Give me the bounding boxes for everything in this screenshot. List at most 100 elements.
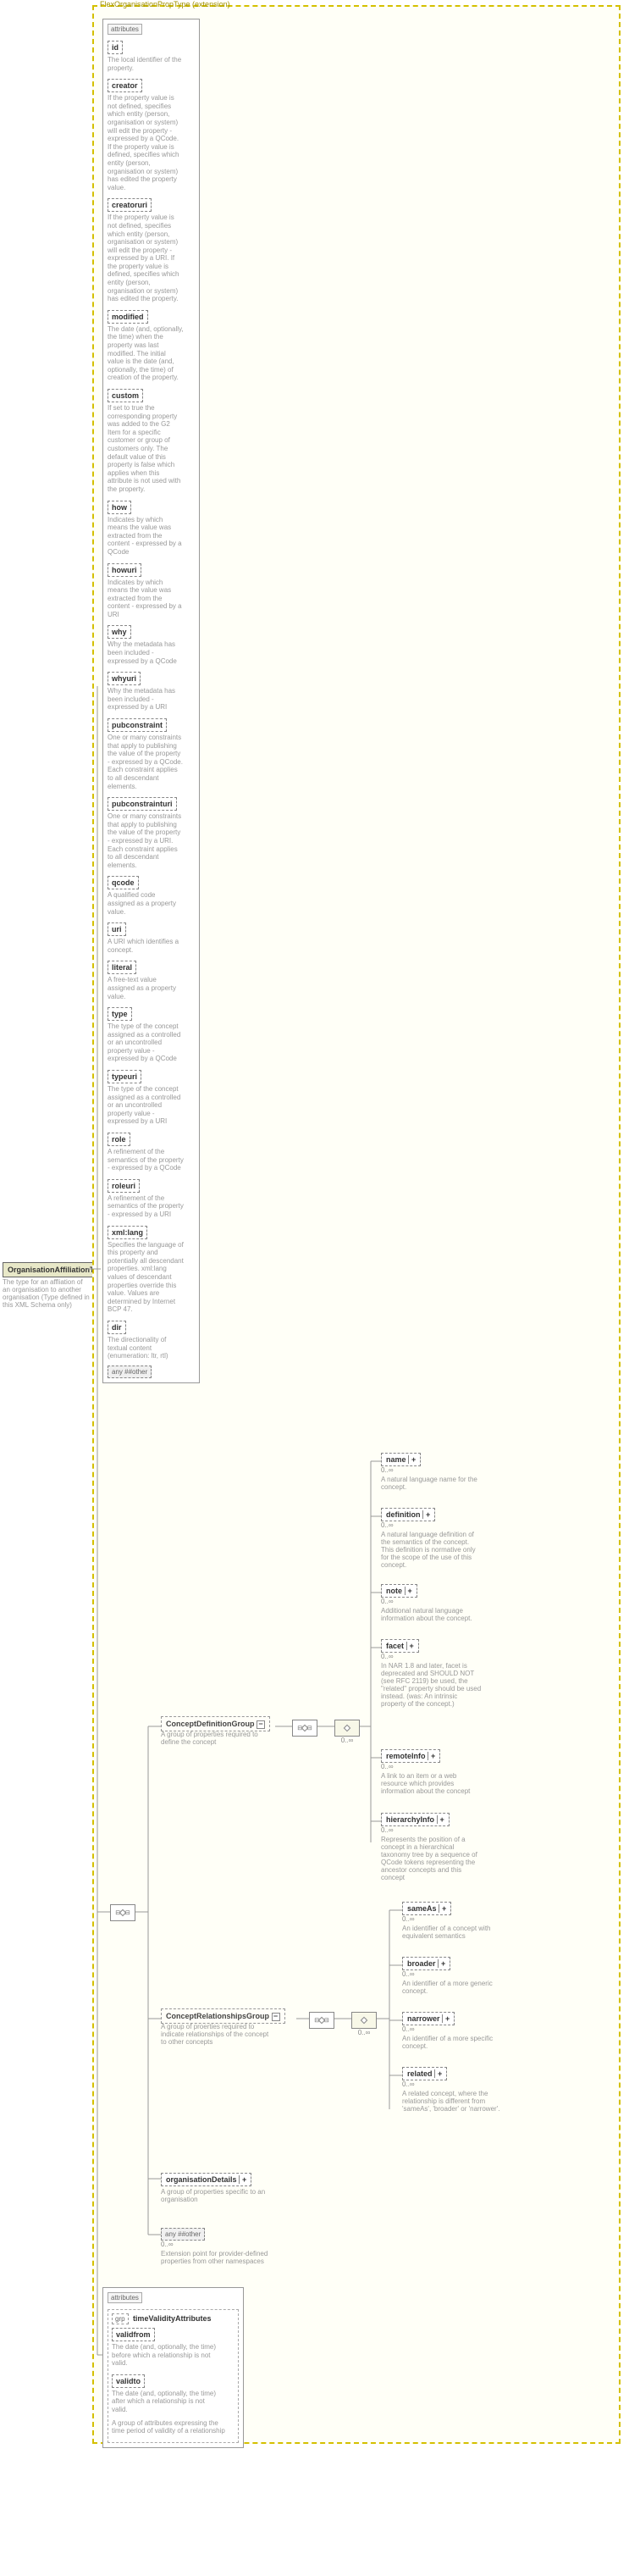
- attr-custom-desc: If set to true the corresponding propert…: [108, 404, 184, 494]
- org-desc: A group of properties specific to an org…: [161, 2188, 271, 2203]
- attr-typeuri: typeuri: [108, 1070, 141, 1083]
- attr-dir-desc: The directionality of textual content (e…: [108, 1336, 184, 1360]
- card: 0..∞: [381, 1521, 483, 1529]
- attr-why-desc: Why the metadata has been included - exp…: [108, 640, 184, 665]
- any-card: 0..∞: [161, 2241, 271, 2248]
- card: 0..∞: [402, 1915, 504, 1923]
- attr-typeuri-desc: The type of the concept assigned as a co…: [108, 1085, 184, 1126]
- crg-desc: A group of proerties required to indicat…: [161, 2023, 271, 2046]
- cdg-choice-icon: ⊞ 0..∞: [334, 1720, 360, 1744]
- element-sameAs: sameAs +: [402, 1902, 451, 1915]
- element-broader: broader +: [402, 1957, 450, 1970]
- element-narrower-desc: An identifier of a more specific concept…: [402, 2035, 504, 2050]
- card: 0..∞: [402, 1970, 504, 1978]
- cdg-desc: A group of properties required to define…: [161, 1731, 271, 1746]
- concept-definition-group: ConceptDefinitionGroup − A group of prop…: [161, 1720, 271, 1746]
- attr-xml:lang: xml:lang: [108, 1226, 147, 1239]
- attr-how: how: [108, 501, 131, 514]
- attr-validto: validto: [112, 2374, 145, 2388]
- attr-validfrom-desc: The date (and, optionally, the time) bef…: [112, 2343, 222, 2368]
- attr-roleuri-desc: A refinement of the semantics of the pro…: [108, 1194, 184, 1219]
- attr-howuri: howuri: [108, 563, 141, 577]
- sequence-icon: ⊟⊟⊟: [110, 1904, 135, 1921]
- any-element: any ##other 0..∞ Extension point for pro…: [161, 2228, 271, 2265]
- element-facet: facet +: [381, 1639, 419, 1653]
- card: 0..∞: [381, 1598, 483, 1605]
- element-narrower: narrower +: [402, 2012, 455, 2025]
- cdg-label: ConceptDefinitionGroup: [166, 1720, 255, 1728]
- attr-qcode: qcode: [108, 876, 139, 889]
- attr-uri-desc: A URI which identifies a concept.: [108, 938, 184, 954]
- element-note-desc: Additional natural language information …: [381, 1607, 483, 1622]
- element-definition: definition +: [381, 1508, 435, 1521]
- time-validity-desc: A group of attributes expressing the tim…: [112, 2419, 230, 2435]
- card: 0..∞: [381, 1763, 483, 1770]
- attr-roleuri: roleuri: [108, 1179, 140, 1193]
- attr-pubconstraint: pubconstraint: [108, 718, 167, 732]
- element-broader-desc: An identifier of a more generic concept.: [402, 1980, 504, 1995]
- element-note: note +: [381, 1584, 417, 1598]
- attr-creatoruri: creatoruri: [108, 198, 152, 212]
- attr-creator: creator: [108, 79, 142, 92]
- minus-icon[interactable]: −: [257, 1720, 265, 1729]
- element-related-desc: A related concept, where the relationshi…: [402, 2090, 504, 2113]
- attr-custom: custom: [108, 389, 143, 402]
- any-label: any ##other: [161, 2228, 205, 2241]
- element-sameAs-desc: An identifier of a concept with equivale…: [402, 1925, 504, 1940]
- element-definition-desc: A natural language definition of the sem…: [381, 1531, 483, 1569]
- minus-icon[interactable]: −: [272, 2013, 280, 2021]
- crg-label: ConceptRelationshipsGroup: [166, 2012, 269, 2020]
- attr-whyuri: whyuri: [108, 672, 141, 685]
- attr-uri: uri: [108, 922, 126, 936]
- attr-pubconstraint-desc: One or many constraints that apply to pu…: [108, 734, 184, 790]
- attributes-label: attributes: [108, 24, 142, 35]
- attr-howuri-desc: Indicates by which means the value was e…: [108, 579, 184, 619]
- card: 0..∞: [381, 1826, 483, 1834]
- attr-modified: modified: [108, 310, 148, 324]
- attr-literal-desc: A free-text value assigned as a property…: [108, 976, 184, 1000]
- any-attribute: any ##other: [108, 1366, 152, 1378]
- element-name-desc: A natural language name for the concept.: [381, 1476, 483, 1491]
- crg-choice-icon: ⊞ 0..∞: [351, 2012, 377, 2036]
- attr-creatoruri-desc: If the property value is not defined, sp…: [108, 213, 184, 303]
- card: 0..∞: [381, 1466, 483, 1474]
- attr-role-desc: A refinement of the semantics of the pro…: [108, 1148, 184, 1172]
- attributes-label-2: attributes: [108, 2292, 142, 2303]
- organisation-details: organisationDetails + A group of propert…: [161, 2173, 271, 2203]
- attributes-block-2: attributes grp timeValidityAttributes va…: [102, 2287, 244, 2448]
- crg-sequence-icon: ⊟⊟⊟: [309, 2012, 334, 2029]
- attr-creator-desc: If the property value is not defined, sp…: [108, 94, 184, 191]
- attr-qcode-desc: A qualified code assigned as a property …: [108, 891, 184, 916]
- grp-tag: grp: [112, 2313, 129, 2324]
- attr-id-desc: The local identifier of the property.: [108, 56, 184, 72]
- concept-relationships-group: ConceptRelationshipsGroup − A group of p…: [161, 2012, 285, 2046]
- cdg-sequence-icon: ⊟⊟⊟: [292, 1720, 317, 1737]
- attr-validfrom: validfrom: [112, 2328, 155, 2341]
- attr-modified-desc: The date (and, optionally, the time) whe…: [108, 325, 184, 382]
- attr-pubconstrainturi: pubconstrainturi: [108, 797, 177, 811]
- attr-dir: dir: [108, 1321, 126, 1334]
- attributes-block-1: attributes id The local identifier of the…: [102, 19, 200, 1383]
- attr-id: id: [108, 41, 123, 54]
- time-validity-label: timeValidityAttributes: [133, 2314, 212, 2323]
- element-remoteInfo-desc: A link to an item or a web resource whic…: [381, 1772, 483, 1795]
- attr-type-desc: The type of the concept assigned as a co…: [108, 1022, 184, 1063]
- org-label: organisationDetails: [166, 2175, 237, 2184]
- attr-validto-desc: The date (and, optionally, the time) aft…: [112, 2390, 222, 2414]
- attr-whyuri-desc: Why the metadata has been included - exp…: [108, 687, 184, 712]
- root-desc: The type for an affliation of an organis…: [3, 1278, 91, 1309]
- element-related: related +: [402, 2067, 447, 2080]
- element-name: name +: [381, 1453, 421, 1466]
- element-hierarchyInfo: hierarchyInfo +: [381, 1813, 450, 1826]
- attr-how-desc: Indicates by which means the value was e…: [108, 516, 184, 557]
- card: 0..∞: [402, 2025, 504, 2033]
- attr-xml:lang-desc: Specifies the language of this property …: [108, 1241, 184, 1314]
- attr-pubconstrainturi-desc: One or many constraints that apply to pu…: [108, 812, 184, 869]
- card: 0..∞: [402, 2080, 504, 2088]
- element-hierarchyInfo-desc: Represents the position of a concept in …: [381, 1836, 483, 1881]
- attr-role: role: [108, 1133, 130, 1146]
- attr-why: why: [108, 625, 131, 639]
- attr-literal: literal: [108, 961, 136, 974]
- any-desc: Extension point for provider-defined pro…: [161, 2250, 271, 2265]
- element-remoteInfo: remoteInfo +: [381, 1749, 440, 1763]
